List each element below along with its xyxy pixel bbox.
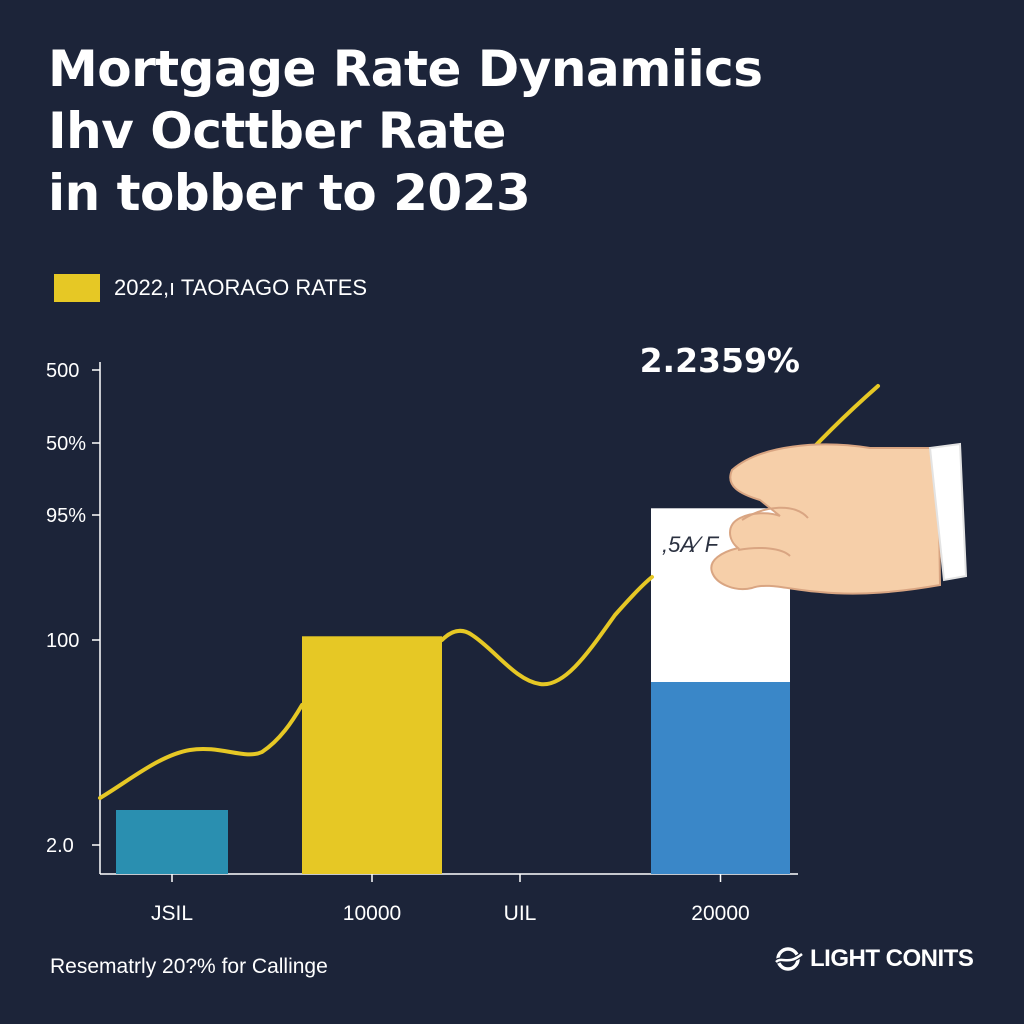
brand-logo-icon: [774, 947, 804, 971]
title-line-3: in tobber to 2023: [48, 164, 531, 222]
brand-name: LIGHT CONITS: [810, 945, 974, 972]
bar: [302, 636, 442, 874]
y-tick-label: 100: [46, 630, 79, 652]
title-line-2: Ihv Octtber Rate: [48, 102, 506, 160]
y-tick-label: 500: [46, 360, 79, 382]
bar-label: ,5A⁄ F: [662, 532, 720, 557]
footer-note: Resematrly 20?% for Callinge: [50, 955, 328, 978]
annotation-value: 2.2359%: [640, 341, 800, 380]
pointing-hand-icon: [710, 442, 968, 595]
x-tick-label: 10000: [343, 902, 401, 925]
y-tick-label: 95%: [46, 505, 86, 527]
x-ticks: JSIL 10000 UIL 20000: [151, 874, 750, 925]
legend-label: 2022,ı TAORAGO RATES: [114, 275, 368, 300]
x-tick-label: 20000: [691, 902, 749, 925]
chart-title: Mortgage Rate Dynamiics Ihv Octtber Rate…: [48, 38, 763, 224]
bar: [651, 682, 790, 874]
brand: LIGHT CONITS: [774, 945, 974, 973]
legend-swatch: [54, 274, 100, 302]
y-ticks: 500 50% 95% 100 2.0: [46, 360, 100, 857]
y-tick-label: 2.0: [46, 835, 74, 857]
x-tick-label: JSIL: [151, 902, 193, 925]
bar: [116, 810, 228, 874]
bars: [116, 508, 790, 874]
legend: 2022,ı TAORAGO RATES: [54, 274, 367, 302]
title-line-1: Mortgage Rate Dynamiics: [48, 40, 763, 98]
x-tick-label: UIL: [504, 902, 537, 925]
y-tick-label: 50%: [46, 433, 86, 455]
